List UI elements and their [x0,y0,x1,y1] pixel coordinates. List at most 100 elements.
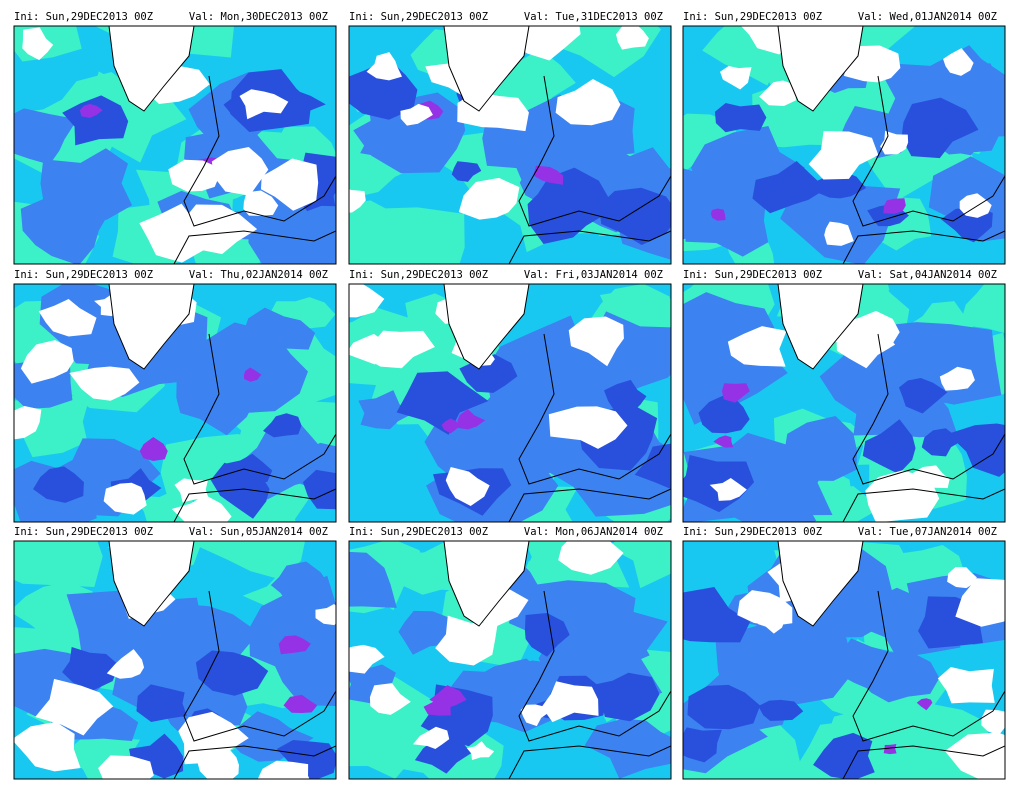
map-panel: Ini: Sun,29DEC2013 00Z Val: Tue,31DEC2013… [348,11,672,265]
coastline-africa [508,230,671,264]
coastline-greenland [443,26,530,112]
field-dark-blue [698,392,750,434]
field-cyan [607,541,671,589]
field-purple [713,435,734,448]
field-dark-blue [524,613,570,657]
coastline-greenland [443,541,530,627]
valid-time: Val: Wed,01JAN2014 00Z [858,11,997,23]
map-field [349,284,671,522]
field-dark-blue [687,684,761,730]
field-clear [315,604,336,626]
init-time: Ini: Sun,29DEC2013 00Z [683,269,822,281]
field-clear [369,683,411,715]
field-clear [548,406,628,449]
map-field [14,541,336,779]
init-time: Ini: Sun,29DEC2013 00Z [349,269,488,281]
field-purple [710,208,726,221]
field-blue [349,551,397,608]
valid-time: Val: Sat,04JAN2014 00Z [858,269,997,281]
init-time: Ini: Sun,29DEC2013 00Z [349,526,488,538]
field-dark-blue [752,161,827,214]
init-time: Ini: Sun,29DEC2013 00Z [683,526,822,538]
field-clear [257,760,310,779]
init-time: Ini: Sun,29DEC2013 00Z [14,269,153,281]
valid-time: Val: Sun,05JAN2014 00Z [189,526,328,538]
field-purple [79,103,103,118]
field-dark-blue [714,102,767,133]
map-field [683,284,1005,522]
coastline-greenland [443,284,530,370]
field-purple [278,635,311,655]
field-clear [243,190,279,216]
map-panel: Ini: Sun,29DEC2013 00Z Val: Mon,06JAN2014… [348,526,672,780]
coastline-europe [183,75,336,227]
coastline-africa [173,230,336,264]
field-purple [244,367,262,382]
coastline-europe [183,333,336,485]
field-dark-blue [598,187,671,246]
field-clear [981,709,1005,736]
field-clear [445,467,490,506]
field-purple [916,698,933,711]
field-clear [174,478,209,503]
field-dark-blue [136,684,187,723]
field-purple [283,694,318,713]
field-clear [824,221,854,246]
field-clear [14,721,81,772]
coastline-greenland [777,284,864,370]
field-clear [520,704,548,727]
field-clear [939,366,975,391]
coastline-europe [183,590,336,742]
field-clear [98,755,154,779]
field-dark-blue [604,379,647,414]
map-frame [682,283,1006,523]
init-time: Ini: Sun,29DEC2013 00Z [14,11,153,23]
map-panel: Ini: Sun,29DEC2013 00Z Val: Thu,02JAN2014… [13,269,337,523]
coastline-africa [173,745,336,779]
field-dark-blue [62,646,120,691]
field-cyan [187,541,306,580]
field-clear [178,711,249,765]
coastline-africa [842,230,1005,264]
field-blue [398,610,451,655]
map-panel: Ini: Sun,29DEC2013 00Z Val: Sun,05JAN2014… [13,526,337,780]
field-clear [757,612,785,634]
valid-time: Val: Mon,06JAN2014 00Z [524,526,663,538]
field-dark-blue [901,97,979,159]
field-blue [584,718,671,779]
map-panel: Ini: Sun,29DEC2013 00Z Val: Wed,01JAN2014… [682,11,1006,265]
field-blue [183,322,308,414]
field-dark-blue [590,672,660,722]
field-blue [358,390,414,430]
map-field [14,284,336,522]
field-cyan [14,541,103,588]
field-blue [20,197,115,264]
field-clear [558,541,624,575]
field-clear [955,578,1005,627]
field-purple [139,436,168,462]
field-clear [400,103,433,126]
field-clear [349,189,366,213]
coastline-greenland [777,26,864,112]
field-clear [720,65,752,90]
field-purple [721,383,750,403]
map-frame [13,25,337,265]
field-blue [508,580,650,683]
field-blue [780,177,901,264]
field-clear [168,159,219,192]
field-dark-blue [302,469,336,510]
coastline-africa [508,745,671,779]
init-time: Ini: Sun,29DEC2013 00Z [14,526,153,538]
field-clear [937,666,995,704]
field-clear [568,316,624,367]
field-clear [555,79,621,126]
coastline-europe [518,75,671,227]
map-panel: Ini: Sun,29DEC2013 00Z Val: Tue,07JAN2014… [682,526,1006,780]
field-dark-blue [263,413,302,438]
coastline-greenland [108,284,195,370]
field-clear [20,340,74,384]
valid-time: Val: Mon,30DEC2013 00Z [189,11,328,23]
field-blue [104,612,230,713]
field-clear [709,477,747,501]
